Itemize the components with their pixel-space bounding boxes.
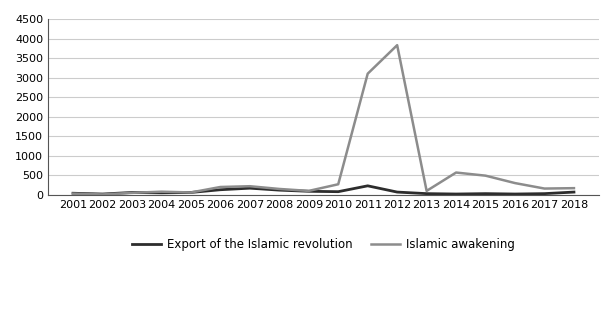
Export of the Islamic revolution [158,191,165,195]
Export of the Islamic revolution [99,192,106,196]
Islamic awakening [187,190,195,194]
Export of the Islamic revolution [128,190,136,194]
Islamic awakening [511,181,519,185]
Export of the Islamic revolution [335,190,342,194]
Islamic awakening [453,171,460,175]
Islamic awakening [99,192,106,196]
Islamic awakening [364,72,371,76]
Islamic awakening [158,190,165,194]
Export of the Islamic revolution [482,192,489,196]
Export of the Islamic revolution [305,189,313,193]
Export of the Islamic revolution [187,190,195,194]
Islamic awakening [128,191,136,195]
Line: Export of the Islamic revolution: Export of the Islamic revolution [73,186,574,194]
Islamic awakening [335,182,342,186]
Islamic awakening [482,174,489,178]
Export of the Islamic revolution [394,190,401,194]
Islamic awakening [69,192,77,196]
Islamic awakening [305,189,313,193]
Export of the Islamic revolution [541,192,548,196]
Islamic awakening [246,184,254,188]
Export of the Islamic revolution [69,191,77,195]
Export of the Islamic revolution [453,192,460,196]
Islamic awakening [394,43,401,47]
Export of the Islamic revolution [246,186,254,190]
Export of the Islamic revolution [217,188,224,192]
Islamic awakening [423,189,430,193]
Export of the Islamic revolution [276,188,283,192]
Export of the Islamic revolution [423,192,430,196]
Export of the Islamic revolution [570,190,578,194]
Islamic awakening [570,186,578,190]
Islamic awakening [276,187,283,191]
Line: Islamic awakening: Islamic awakening [73,45,574,194]
Export of the Islamic revolution [364,184,371,188]
Islamic awakening [217,185,224,189]
Legend: Export of the Islamic revolution, Islamic awakening: Export of the Islamic revolution, Islami… [127,233,519,256]
Islamic awakening [541,187,548,190]
Export of the Islamic revolution [511,192,519,196]
